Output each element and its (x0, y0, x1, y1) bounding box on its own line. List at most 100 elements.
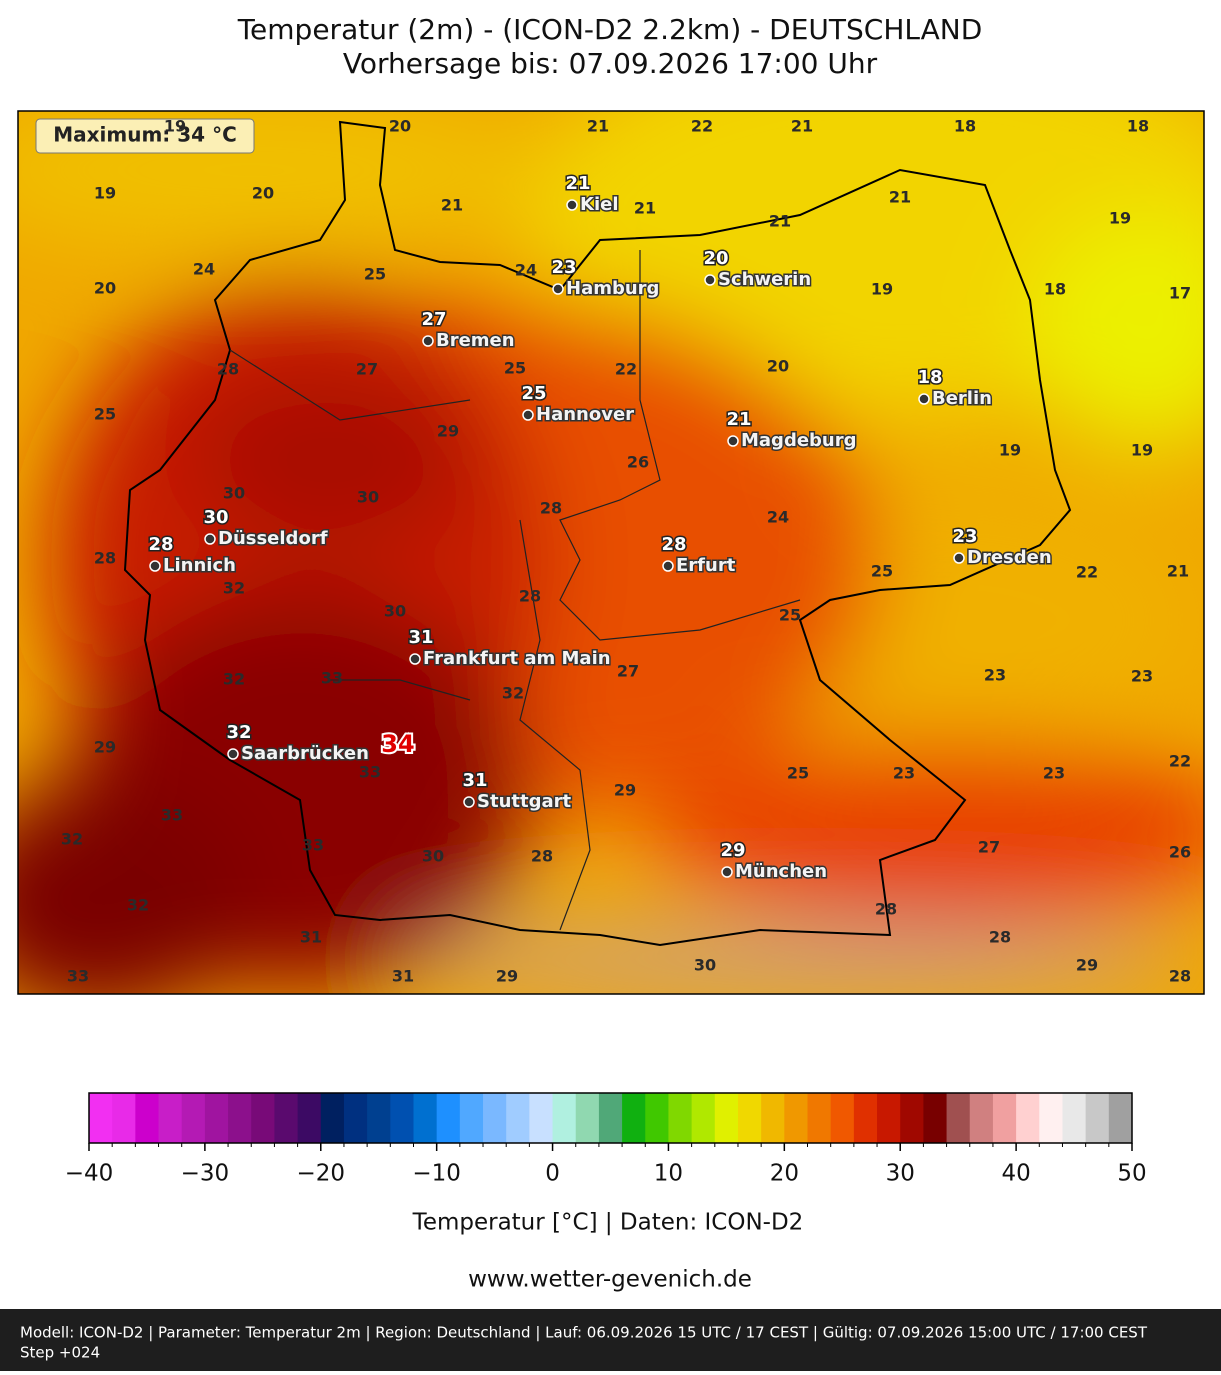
city-dot (953, 552, 965, 564)
city-name: Hannover (536, 404, 634, 425)
colorbar-tick-label: 30 (886, 1161, 915, 1187)
grid-value: 24 (515, 261, 537, 280)
grid-value: 25 (94, 405, 116, 424)
colorbar-tick-label: 20 (770, 1161, 799, 1187)
colorbar-segment (807, 1093, 832, 1143)
colorbar-segment (506, 1093, 530, 1143)
city-name: Magdeburg (741, 430, 857, 451)
grid-value: 28 (94, 549, 116, 568)
grid-value: 23 (893, 764, 915, 783)
grid-value: 22 (1076, 563, 1098, 582)
grid-value: 20 (389, 117, 411, 136)
grid-value: 25 (871, 562, 893, 581)
colorbar-segment (158, 1093, 183, 1143)
grid-value: 28 (1169, 967, 1191, 986)
grid-value: 32 (61, 830, 83, 849)
grid-value: 27 (978, 838, 1000, 857)
colorbar-segment (784, 1093, 809, 1143)
colorbar-segment (112, 1093, 136, 1143)
colorbar-segment (761, 1093, 785, 1143)
website: www.wetter-gevenich.de (468, 1267, 752, 1293)
city-value: 31 (462, 770, 487, 791)
city-dot (552, 283, 564, 295)
city-dot (463, 796, 475, 808)
grid-value: 21 (1167, 562, 1189, 581)
grid-value: 32 (502, 684, 524, 703)
colorbar-segment (575, 1093, 600, 1143)
maximum-box (35, 118, 255, 154)
grid-value: 32 (223, 670, 245, 689)
grid-value: 29 (496, 967, 518, 986)
city-value: 23 (551, 257, 576, 278)
city-value: 23 (952, 526, 977, 547)
city-name: Düsseldorf (218, 528, 328, 549)
city-dot (566, 199, 578, 211)
grid-value: 17 (1169, 284, 1191, 303)
grid-value: 21 (587, 117, 609, 136)
colorbar-segment (459, 1093, 484, 1143)
colorbar-segment (622, 1093, 646, 1143)
colorbar-tick-label: 0 (545, 1161, 560, 1187)
grid-value: 30 (357, 488, 379, 507)
footer-line: Step +024 (20, 1344, 100, 1362)
colorbar-segment (181, 1093, 206, 1143)
colorbar-tick-label: −10 (412, 1161, 461, 1187)
grid-value: 29 (437, 422, 459, 441)
grid-value: 30 (422, 847, 444, 866)
maximum-value: 34 (381, 730, 414, 758)
city-dot (721, 866, 733, 878)
colorbar-segment (853, 1093, 878, 1143)
colorbar-segment (668, 1093, 693, 1143)
grid-value: 33 (161, 806, 183, 825)
city-dot (704, 274, 716, 286)
colorbar-segment (598, 1093, 623, 1143)
grid-value: 20 (767, 357, 789, 376)
city-value: 20 (703, 248, 728, 269)
colorbar-segment (1039, 1093, 1063, 1143)
grid-value: 29 (1076, 956, 1098, 975)
grid-value: 25 (504, 359, 526, 378)
city-value: 21 (726, 409, 751, 430)
grid-value: 28 (531, 847, 553, 866)
grid-value: 33 (359, 763, 381, 782)
grid-value: 28 (540, 499, 562, 518)
city-dot (227, 748, 239, 760)
grid-value: 19 (164, 117, 186, 136)
grid-value: 32 (127, 896, 149, 915)
city-value: 28 (148, 534, 173, 555)
country-border (123, 120, 1072, 947)
colorbar-segment (900, 1093, 924, 1143)
city-dot (662, 560, 674, 572)
colorbar-segment (390, 1093, 414, 1143)
colorbar-segment (274, 1093, 299, 1143)
city-value: 21 (565, 173, 590, 194)
colorbar-segment (204, 1093, 229, 1143)
grid-value: 19 (999, 441, 1021, 460)
grid-value: 23 (984, 666, 1006, 685)
city-name: Hamburg (566, 278, 659, 299)
colorbar-segment (529, 1093, 554, 1143)
colorbar-segment (1108, 1093, 1133, 1143)
grid-value: 21 (889, 188, 911, 207)
grid-value: 21 (634, 199, 656, 218)
grid-value: 30 (694, 956, 716, 975)
grid-value: 21 (769, 212, 791, 231)
grid-value: 18 (1127, 117, 1149, 136)
colorbar-segment (320, 1093, 345, 1143)
grid-value: 19 (94, 184, 116, 203)
colorbar-tick-label: −30 (181, 1161, 230, 1187)
colorbar-tick-label: 10 (654, 1161, 683, 1187)
colorbar-segment (343, 1093, 368, 1143)
grid-value: 28 (519, 587, 541, 606)
grid-value: 33 (321, 669, 343, 688)
colorbar-tick-label: −20 (297, 1161, 346, 1187)
colorbar-segment (877, 1093, 901, 1143)
colorbar-segment (436, 1093, 461, 1143)
colorbar-segment (714, 1093, 739, 1143)
grid-value: 33 (67, 967, 89, 986)
colorbar-segment (969, 1093, 994, 1143)
grid-value: 18 (954, 117, 976, 136)
colorbar-segment (691, 1093, 716, 1143)
